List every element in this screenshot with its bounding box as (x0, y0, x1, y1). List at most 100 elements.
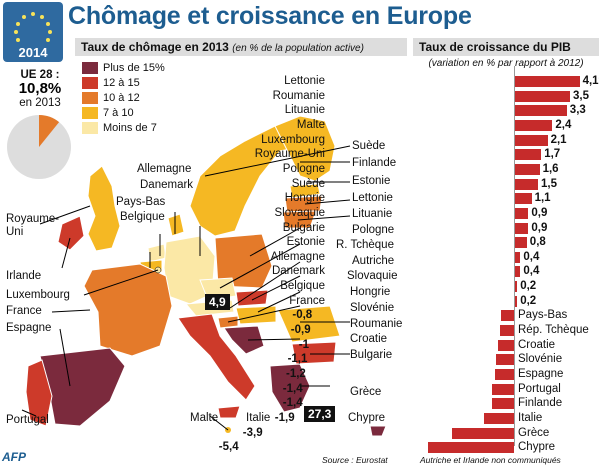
legend-item: 12 à 15 (82, 75, 165, 90)
map-label: Suède (352, 140, 386, 152)
map-label: Finlande (352, 157, 397, 169)
growth-country-label: Slovaquie (274, 206, 325, 219)
chomage-section-header: Taux de chômage en 2013 (en % de la popu… (75, 38, 407, 56)
growth-country-label: Rép. Tchèque (518, 324, 589, 337)
map-danemark (167, 213, 185, 237)
croissance-section-header: Taux de croissance du PIB (413, 38, 599, 56)
map-label: Slovénie (350, 302, 395, 314)
growth-value-label: 2,1 (550, 133, 567, 146)
legend-swatch (82, 61, 98, 74)
page-title: Chômage et croissance en Europe (68, 2, 472, 30)
map-label: France (6, 305, 42, 317)
ue-pie (7, 115, 71, 179)
growth-value-label: -1,4 (282, 397, 303, 410)
map-label: Italie (246, 412, 271, 424)
map-sicile (217, 405, 241, 419)
growth-value-label: 0,9 (531, 206, 548, 219)
ue-year: en 2013 (19, 97, 61, 109)
eu-summary: UE 28 : 10,8% en 2013 (8, 68, 72, 110)
map-irlande (57, 215, 85, 251)
growth-value-label: 1,7 (544, 148, 561, 161)
growth-bar (514, 207, 529, 219)
map-label: Roumanie (350, 318, 403, 330)
legend-item: 7 à 10 (82, 105, 165, 120)
map-bulgarie (291, 341, 337, 365)
map-italie (177, 313, 256, 401)
legend-label: Plus de 15% (103, 61, 165, 74)
legend-label: 12 à 15 (103, 76, 140, 89)
legend-swatch (82, 76, 98, 89)
map-croatie (223, 325, 265, 355)
chomage-subtitle: (en % de la population active) (232, 43, 364, 54)
map-france (83, 263, 173, 357)
map-label: Portugal (6, 414, 49, 426)
growth-country-label: Grèce (518, 426, 550, 439)
growth-country-label: Belgique (280, 280, 325, 293)
map-slovaquie (235, 289, 269, 307)
growth-country-label: Malte (296, 118, 325, 131)
map-label: Grèce (350, 386, 382, 398)
growth-country-label: Croatie (518, 338, 556, 351)
growth-bar (491, 383, 514, 395)
max-unemployment-badge: 27,3 (304, 406, 336, 422)
growth-bar (514, 222, 529, 234)
growth-country-label: Pays-Bas (518, 309, 568, 322)
growth-value-label: 3,3 (569, 104, 586, 117)
growth-value-label: 0,9 (531, 221, 548, 234)
legend-swatch (82, 106, 98, 119)
growth-bar (514, 237, 527, 249)
min-unemployment-badge: 4,9 (205, 294, 230, 310)
growth-country-label: Lituanie (284, 104, 325, 117)
map-pologne (214, 233, 273, 289)
ue-label: UE 28 : (20, 69, 60, 81)
growth-value-label: 0,4 (523, 265, 540, 278)
growth-value-label: 4,1% (582, 75, 599, 87)
growth-bar (514, 266, 521, 278)
map-chypre (369, 425, 387, 437)
growth-value-label: 3,5 (573, 89, 589, 102)
growth-value-label: 0,2 (520, 280, 537, 293)
growth-bar (514, 251, 521, 263)
legend-swatch (82, 121, 98, 134)
growth-country-label: Danemark (271, 265, 325, 278)
map-label: Espagne (6, 322, 52, 334)
growth-bar (494, 369, 514, 380)
map-label: Estonie (352, 175, 391, 187)
growth-value-label: -1,4 (282, 382, 303, 395)
map-roumanie (277, 305, 341, 343)
croissance-subtitle: (variation en % par rapport à 2012) (428, 58, 584, 69)
growth-country-label: Allemagne (270, 250, 325, 263)
growth-country-label: Suède (291, 177, 325, 190)
growth-value-label: -5,4 (218, 441, 239, 454)
growth-country-label: Hongrie (284, 192, 325, 205)
growth-country-label: Portugal (518, 382, 561, 395)
logo-year: 2014 (19, 45, 49, 60)
growth-country-label: Finlande (518, 397, 563, 410)
growth-value-label: 0,8 (529, 236, 546, 249)
growth-country-label: Estonie (286, 236, 325, 249)
growth-value-label: -3,9 (242, 426, 263, 439)
legend-label: 10 à 12 (103, 91, 140, 104)
zero-axis (514, 66, 515, 446)
growth-value-label: -1,2 (285, 368, 306, 380)
map-portugal (25, 359, 53, 427)
growth-bar (514, 105, 567, 117)
growth-bar (514, 119, 553, 131)
chomage-title: Taux de chômage en 2013 (81, 40, 229, 54)
growth-country-label: Chypre (518, 441, 556, 454)
map-label: Malte (190, 412, 219, 424)
map-grece (269, 363, 311, 413)
growth-value-label: 0,2 (520, 294, 537, 307)
footnote: Autriche et Irlande non communiqués (420, 455, 561, 465)
growth-value-label: -1 (298, 338, 309, 351)
legend: Plus de 15% 12 à 15 10 à 12 7 à 10 Moins de … (82, 60, 165, 135)
map-label: Danemark (140, 179, 194, 191)
map-label: Hongrie (350, 286, 391, 298)
growth-country-label: Luxembourg (261, 133, 325, 146)
growth-value-label: -1,1 (287, 353, 308, 366)
map-label: Irlande (6, 270, 42, 282)
growth-bar (514, 134, 548, 146)
map-label: Pologne (352, 224, 395, 236)
map-label: Chypre (348, 412, 386, 424)
growth-bar (514, 193, 532, 205)
